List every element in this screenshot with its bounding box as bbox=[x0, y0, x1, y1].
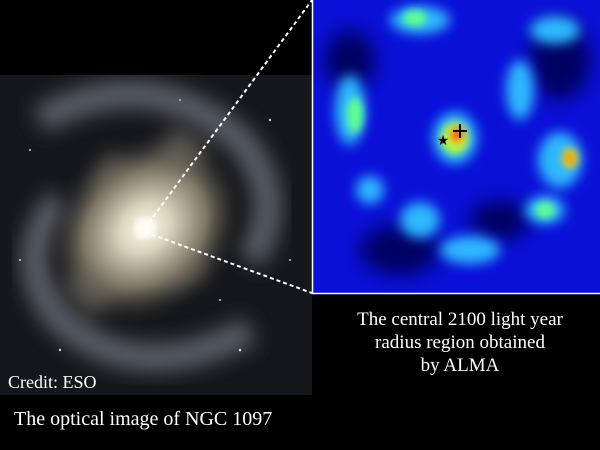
star-marker: ★ bbox=[437, 134, 450, 149]
inset-caption-line: by ALMA bbox=[421, 355, 500, 376]
zoom-line bbox=[144, 0, 313, 229]
credit: Credit: ESO bbox=[8, 372, 97, 392]
galaxy-image bbox=[0, 75, 312, 395]
inset-caption-line: The central 2100 light year bbox=[357, 309, 563, 330]
zoom-line bbox=[144, 231, 313, 294]
inset-caption-line: radius region obtained bbox=[375, 332, 545, 353]
inset-border bbox=[311, 0, 600, 295]
main-caption: The optical image of NGC 1097 bbox=[14, 408, 272, 430]
alma-map: ★ bbox=[313, 0, 600, 293]
plus-marker bbox=[453, 124, 467, 138]
